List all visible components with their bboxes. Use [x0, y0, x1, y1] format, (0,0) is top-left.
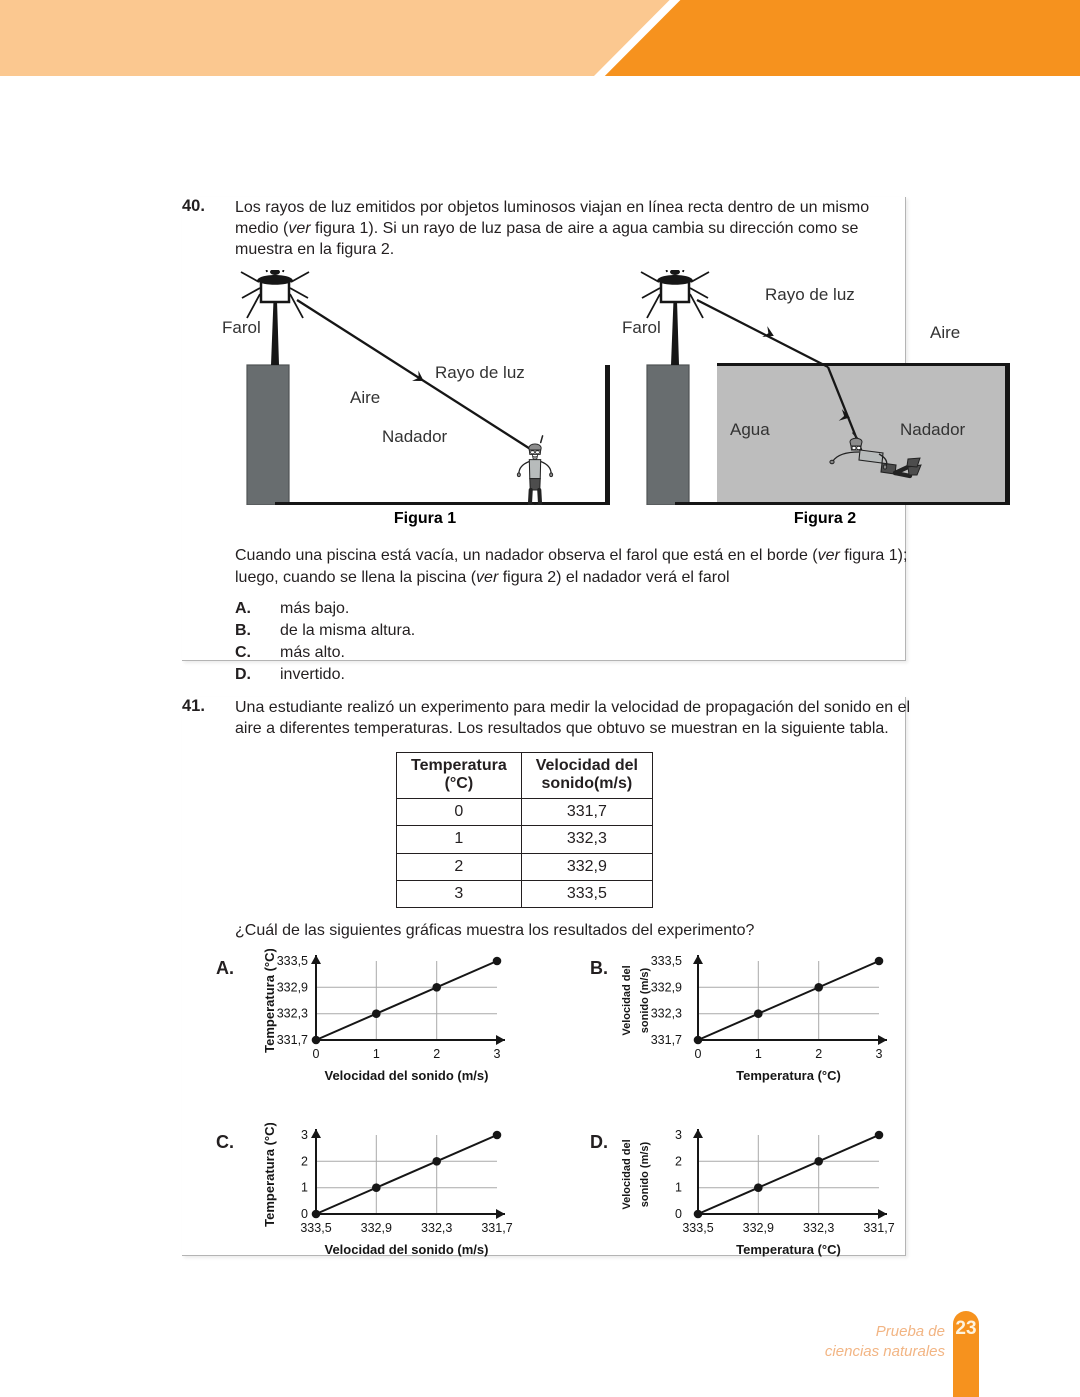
svg-text:2: 2 — [675, 1154, 682, 1168]
svg-text:Temperatura (°C): Temperatura (°C) — [262, 949, 277, 1053]
svg-text:1: 1 — [675, 1181, 682, 1195]
svg-text:332,9: 332,9 — [277, 980, 308, 994]
svg-text:Temperatura (°C): Temperatura (°C) — [262, 1123, 277, 1227]
svg-text:Agua: Agua — [730, 420, 770, 439]
svg-text:1: 1 — [755, 1047, 762, 1061]
svg-text:Aire: Aire — [350, 388, 380, 407]
svg-text:331,7: 331,7 — [481, 1221, 512, 1235]
svg-text:Farol: Farol — [222, 318, 261, 337]
svg-text:Velocidad del sonido (m/s): Velocidad del sonido (m/s) — [325, 1242, 489, 1257]
svg-text:Velocidad del: Velocidad del — [621, 1139, 633, 1209]
svg-text:1: 1 — [373, 1047, 380, 1061]
svg-text:0: 0 — [313, 1047, 320, 1061]
svg-text:Temperatura (°C): Temperatura (°C) — [736, 1068, 841, 1083]
svg-text:332,9: 332,9 — [651, 980, 682, 994]
svg-text:Rayo de luz: Rayo de luz — [765, 285, 855, 304]
svg-text:333,5: 333,5 — [651, 954, 682, 968]
svg-text:332,9: 332,9 — [743, 1221, 774, 1235]
svg-text:332,3: 332,3 — [803, 1221, 834, 1235]
svg-text:0: 0 — [301, 1207, 308, 1221]
svg-text:Nadador: Nadador — [900, 420, 966, 439]
svg-text:331,7: 331,7 — [277, 1033, 308, 1047]
svg-text:Velocidad del: Velocidad del — [621, 965, 633, 1035]
svg-text:sonido (m/s): sonido (m/s) — [639, 1141, 651, 1207]
svg-text:3: 3 — [876, 1047, 883, 1061]
svg-text:0: 0 — [675, 1207, 682, 1221]
svg-text:Nadador: Nadador — [382, 427, 448, 446]
svg-text:332,3: 332,3 — [421, 1221, 452, 1235]
svg-text:3: 3 — [494, 1047, 501, 1061]
svg-text:331,7: 331,7 — [651, 1033, 682, 1047]
svg-text:333,5: 333,5 — [300, 1221, 331, 1235]
svg-text:332,3: 332,3 — [277, 1007, 308, 1021]
svg-text:sonido (m/s): sonido (m/s) — [639, 967, 651, 1033]
svg-text:2: 2 — [433, 1047, 440, 1061]
svg-text:Rayo de luz: Rayo de luz — [435, 363, 525, 382]
svg-text:Temperatura (°C): Temperatura (°C) — [736, 1242, 841, 1257]
svg-text:331,7: 331,7 — [863, 1221, 894, 1235]
svg-text:332,3: 332,3 — [651, 1007, 682, 1021]
svg-text:333,5: 333,5 — [682, 1221, 713, 1235]
svg-text:0: 0 — [695, 1047, 702, 1061]
svg-text:Aire: Aire — [930, 323, 960, 342]
svg-text:332,9: 332,9 — [361, 1221, 392, 1235]
svg-text:Velocidad del sonido (m/s): Velocidad del sonido (m/s) — [325, 1068, 489, 1083]
svg-text:333,5: 333,5 — [277, 954, 308, 968]
svg-text:3: 3 — [301, 1128, 308, 1142]
svg-text:2: 2 — [301, 1154, 308, 1168]
svg-text:3: 3 — [675, 1128, 682, 1142]
svg-text:2: 2 — [815, 1047, 822, 1061]
svg-text:Farol: Farol — [622, 318, 661, 337]
svg-text:1: 1 — [301, 1181, 308, 1195]
